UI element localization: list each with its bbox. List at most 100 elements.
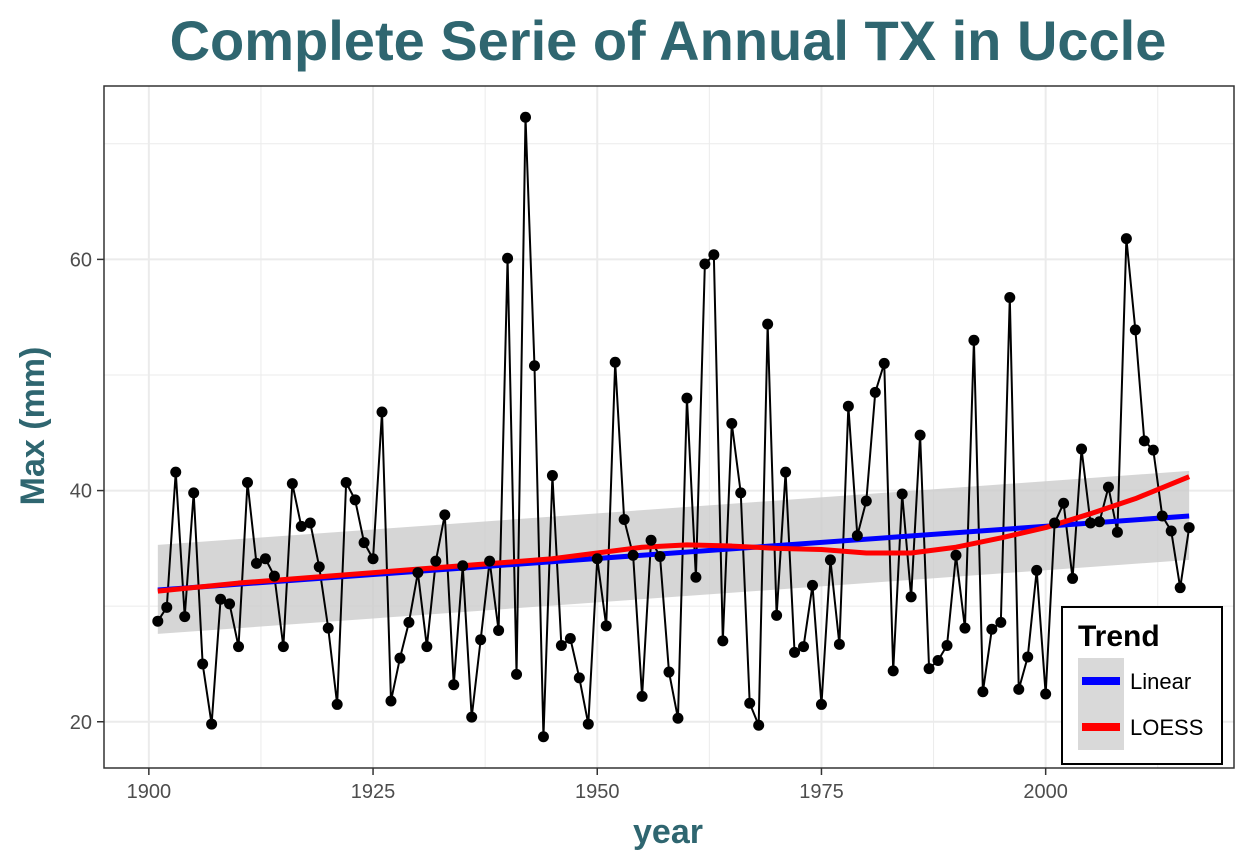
data-point bbox=[1022, 651, 1034, 663]
data-point bbox=[1040, 688, 1052, 700]
data-point bbox=[1031, 564, 1043, 576]
y-tick-label: 60 bbox=[70, 249, 92, 271]
data-point bbox=[322, 622, 334, 634]
data-point bbox=[421, 641, 433, 653]
data-point bbox=[1147, 444, 1159, 456]
data-point bbox=[555, 639, 567, 651]
data-point bbox=[798, 641, 810, 653]
data-point bbox=[995, 616, 1007, 628]
data-point bbox=[627, 549, 639, 561]
y-tick-label: 40 bbox=[70, 481, 92, 503]
data-point bbox=[358, 537, 370, 549]
data-point bbox=[340, 476, 352, 488]
data-point bbox=[197, 658, 209, 670]
data-point bbox=[1165, 525, 1177, 537]
data-point bbox=[1013, 683, 1025, 695]
data-point bbox=[233, 641, 245, 653]
data-point bbox=[1004, 292, 1016, 304]
legend-title: Trend bbox=[1078, 620, 1160, 653]
data-point bbox=[833, 638, 845, 650]
data-point bbox=[986, 623, 998, 635]
data-point bbox=[699, 258, 711, 270]
data-point bbox=[493, 624, 505, 636]
data-point bbox=[851, 530, 863, 542]
data-point bbox=[1093, 516, 1105, 528]
legend-key-loess bbox=[1082, 723, 1120, 731]
legend-label-loess: LOESS bbox=[1130, 715, 1203, 740]
data-point bbox=[250, 557, 262, 569]
x-tick-label: 1925 bbox=[351, 781, 396, 803]
data-point bbox=[753, 719, 765, 731]
data-point bbox=[430, 555, 442, 567]
data-point bbox=[394, 652, 406, 664]
data-point bbox=[268, 570, 280, 582]
y-axis-title: Max (mm) bbox=[14, 347, 52, 506]
data-point bbox=[152, 615, 164, 627]
data-point bbox=[439, 509, 451, 521]
series-layer bbox=[156, 117, 1191, 737]
data-point bbox=[977, 686, 989, 698]
data-point bbox=[923, 663, 935, 675]
data-point bbox=[546, 470, 558, 482]
data-point bbox=[1174, 582, 1186, 594]
data-point bbox=[475, 634, 487, 646]
annual-max-line bbox=[156, 117, 1191, 737]
data-point bbox=[161, 601, 173, 613]
data-point bbox=[502, 252, 514, 264]
data-point bbox=[896, 488, 908, 500]
data-point bbox=[941, 639, 953, 651]
data-point bbox=[1111, 526, 1123, 538]
data-point bbox=[511, 668, 523, 680]
data-point bbox=[645, 534, 657, 546]
data-point bbox=[806, 579, 818, 591]
data-point bbox=[313, 561, 325, 573]
data-point bbox=[1156, 510, 1168, 522]
legend-label-linear: Linear bbox=[1130, 669, 1191, 694]
data-point bbox=[735, 487, 747, 499]
data-point bbox=[932, 654, 944, 666]
data-point bbox=[1138, 435, 1150, 447]
chart-title: Complete Serie of Annual TX in Uccle bbox=[170, 9, 1167, 72]
data-point bbox=[385, 695, 397, 707]
data-point bbox=[950, 549, 962, 561]
data-point bbox=[206, 718, 218, 730]
data-point bbox=[815, 698, 827, 710]
data-point bbox=[412, 567, 424, 579]
data-point bbox=[1085, 517, 1097, 529]
data-point bbox=[914, 429, 926, 441]
x-tick-label: 1975 bbox=[799, 781, 844, 803]
data-point bbox=[780, 466, 792, 478]
data-point bbox=[591, 553, 603, 565]
data-point bbox=[277, 641, 289, 653]
x-tick-label: 1900 bbox=[127, 781, 172, 803]
panel-border bbox=[103, 85, 1235, 769]
data-point bbox=[1120, 233, 1132, 245]
data-point bbox=[457, 560, 469, 572]
data-point bbox=[520, 111, 532, 123]
trend-layer bbox=[157, 474, 1191, 594]
data-point bbox=[295, 520, 307, 532]
data-point bbox=[618, 513, 630, 525]
data-point bbox=[869, 386, 881, 398]
data-point bbox=[905, 591, 917, 603]
data-point bbox=[582, 718, 594, 730]
legend: Trend Linear LOESS bbox=[1061, 606, 1223, 765]
data-point bbox=[762, 318, 774, 330]
data-point bbox=[1067, 572, 1079, 584]
data-point bbox=[663, 666, 675, 678]
data-point bbox=[860, 495, 872, 507]
data-point bbox=[331, 698, 343, 710]
data-point bbox=[448, 679, 460, 691]
data-point bbox=[744, 697, 756, 709]
data-point bbox=[349, 494, 361, 506]
x-axis-title: year bbox=[633, 813, 703, 851]
data-point bbox=[573, 672, 585, 684]
data-point bbox=[564, 633, 576, 645]
data-point bbox=[842, 400, 854, 412]
data-point bbox=[681, 392, 693, 404]
x-tick-label: 2000 bbox=[1023, 781, 1068, 803]
data-point bbox=[1076, 443, 1088, 455]
data-point bbox=[717, 635, 729, 647]
data-point bbox=[259, 553, 271, 565]
